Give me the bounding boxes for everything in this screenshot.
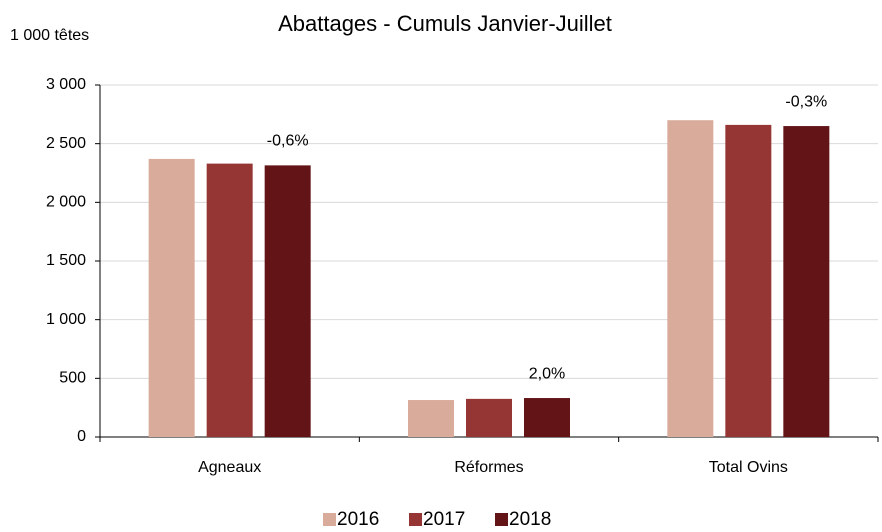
legend-swatch: [495, 513, 508, 526]
annotation: -0,3%: [785, 93, 827, 110]
bar: [725, 124, 772, 437]
y-tick-label: 2 500: [46, 135, 86, 152]
bar: [408, 400, 454, 437]
y-tick-label: 1 000: [46, 311, 86, 328]
bar: [206, 163, 253, 437]
legend-swatch: [323, 513, 336, 526]
y-axis-label: 1 000 têtes: [10, 27, 89, 44]
bar: [466, 398, 512, 437]
legend-swatch: [409, 513, 422, 526]
bar: [264, 165, 311, 437]
y-tick-label: 1 500: [46, 252, 86, 269]
y-tick-label: 500: [59, 370, 86, 387]
bar: [667, 120, 714, 437]
chart-title: Abattages - Cumuls Janvier-Juillet: [278, 11, 612, 36]
x-tick-label: Agneaux: [198, 459, 261, 476]
annotation: -0,6%: [267, 133, 309, 150]
bar: [524, 398, 570, 437]
y-tick-label: 0: [77, 428, 86, 445]
x-tick-label: Réformes: [454, 459, 523, 476]
y-tick-label: 2 000: [46, 194, 86, 211]
bar: [783, 126, 830, 438]
legend-label: 2017: [423, 509, 465, 530]
legend-label: 2018: [509, 509, 551, 530]
legend-label: 2016: [337, 509, 379, 530]
annotation: 2,0%: [529, 365, 565, 382]
x-tick-label: Total Ovins: [709, 459, 788, 476]
y-tick-label: 3 000: [46, 76, 86, 93]
bar: [148, 158, 195, 438]
